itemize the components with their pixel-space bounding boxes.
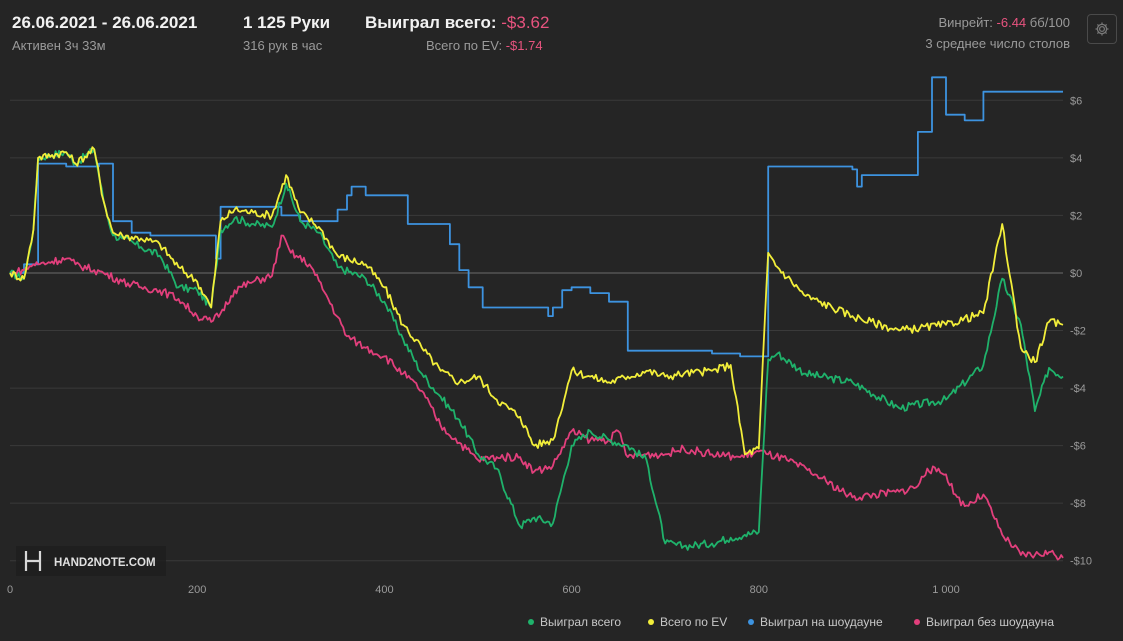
series-line xyxy=(10,76,1063,358)
logo-mark xyxy=(24,551,42,571)
legend-item[interactable]: Выиграл на шоудауне xyxy=(748,615,883,629)
x-tick-label: 1 000 xyxy=(932,584,960,596)
grid xyxy=(10,99,1063,562)
ev-value: -$1.74 xyxy=(505,38,543,53)
logo-text: HAND2NOTE.COM xyxy=(54,557,156,569)
won-total-label: Выиграл всего: xyxy=(365,13,497,32)
series-lines xyxy=(9,76,1064,561)
legend-label: Выиграл всего xyxy=(540,615,622,629)
y-tick-label: -$8 xyxy=(1070,498,1086,510)
y-axis: $6 $4 $2 $0 -$2 -$4 -$6 -$8 -$10 xyxy=(1070,95,1092,567)
y-tick-label: $2 xyxy=(1070,210,1082,222)
legend-label: Всего по EV xyxy=(660,615,728,629)
settings-button[interactable] xyxy=(1087,14,1117,44)
legend-dot xyxy=(748,619,754,625)
y-tick-label: -$4 xyxy=(1070,383,1086,395)
hand2note-logo: HAND2NOTE.COM xyxy=(16,546,166,576)
ev-total: Всего по EV: -$1.74 xyxy=(426,38,543,53)
hands-per-hour: 316 рук в час xyxy=(243,38,323,53)
legend-dot xyxy=(914,619,920,625)
legend-label: Выиграл без шоудауна xyxy=(926,615,1054,629)
avg-tables: 3 среднее число столов xyxy=(925,36,1070,51)
y-tick-label: -$2 xyxy=(1070,326,1086,338)
x-tick-label: 800 xyxy=(750,584,768,596)
won-total-value: -$3.62 xyxy=(501,13,550,32)
legend-item[interactable]: Выиграл всего xyxy=(528,615,621,629)
x-axis: 0 200 400 600 800 1 000 xyxy=(7,584,960,596)
hands-count: 1 125 Руки xyxy=(243,13,331,32)
legend-label: Выиграл на шоудауне xyxy=(760,615,883,629)
y-tick-label: -$6 xyxy=(1070,441,1086,453)
legend-dot xyxy=(648,619,654,625)
x-tick-label: 0 xyxy=(7,584,13,596)
y-tick-label: $4 xyxy=(1070,153,1082,165)
x-tick-label: 200 xyxy=(188,584,206,596)
legend-dot xyxy=(528,619,534,625)
winrate: Винрейт: -6.44 бб/100 xyxy=(939,15,1071,30)
winrate-value: -6.44 xyxy=(996,15,1027,30)
won-total: Выиграл всего: -$3.62 xyxy=(365,13,549,33)
stats-header: 26.06.2021 - 26.06.2021 Активен 3ч 33м 1… xyxy=(0,0,1123,60)
series-line xyxy=(9,147,1064,551)
winrate-unit: бб/100 xyxy=(1029,15,1070,30)
winrate-label: Винрейт: xyxy=(938,15,993,30)
x-tick-label: 400 xyxy=(375,584,393,596)
ev-label: Всего по EV: xyxy=(426,38,503,53)
x-tick-label: 600 xyxy=(562,584,580,596)
y-tick-label: $6 xyxy=(1070,95,1082,107)
legend-item[interactable]: Выиграл без шоудауна xyxy=(914,615,1054,629)
date-range: 26.06.2021 - 26.06.2021 xyxy=(12,13,198,32)
active-time: Активен 3ч 33м xyxy=(12,38,106,53)
y-tick-label: -$10 xyxy=(1070,556,1092,568)
series-line xyxy=(9,146,1064,456)
legend-item[interactable]: Всего по EV xyxy=(648,615,727,629)
series-line xyxy=(9,234,1064,561)
gear-icon xyxy=(1095,22,1109,36)
y-tick-label: $0 xyxy=(1070,268,1082,280)
